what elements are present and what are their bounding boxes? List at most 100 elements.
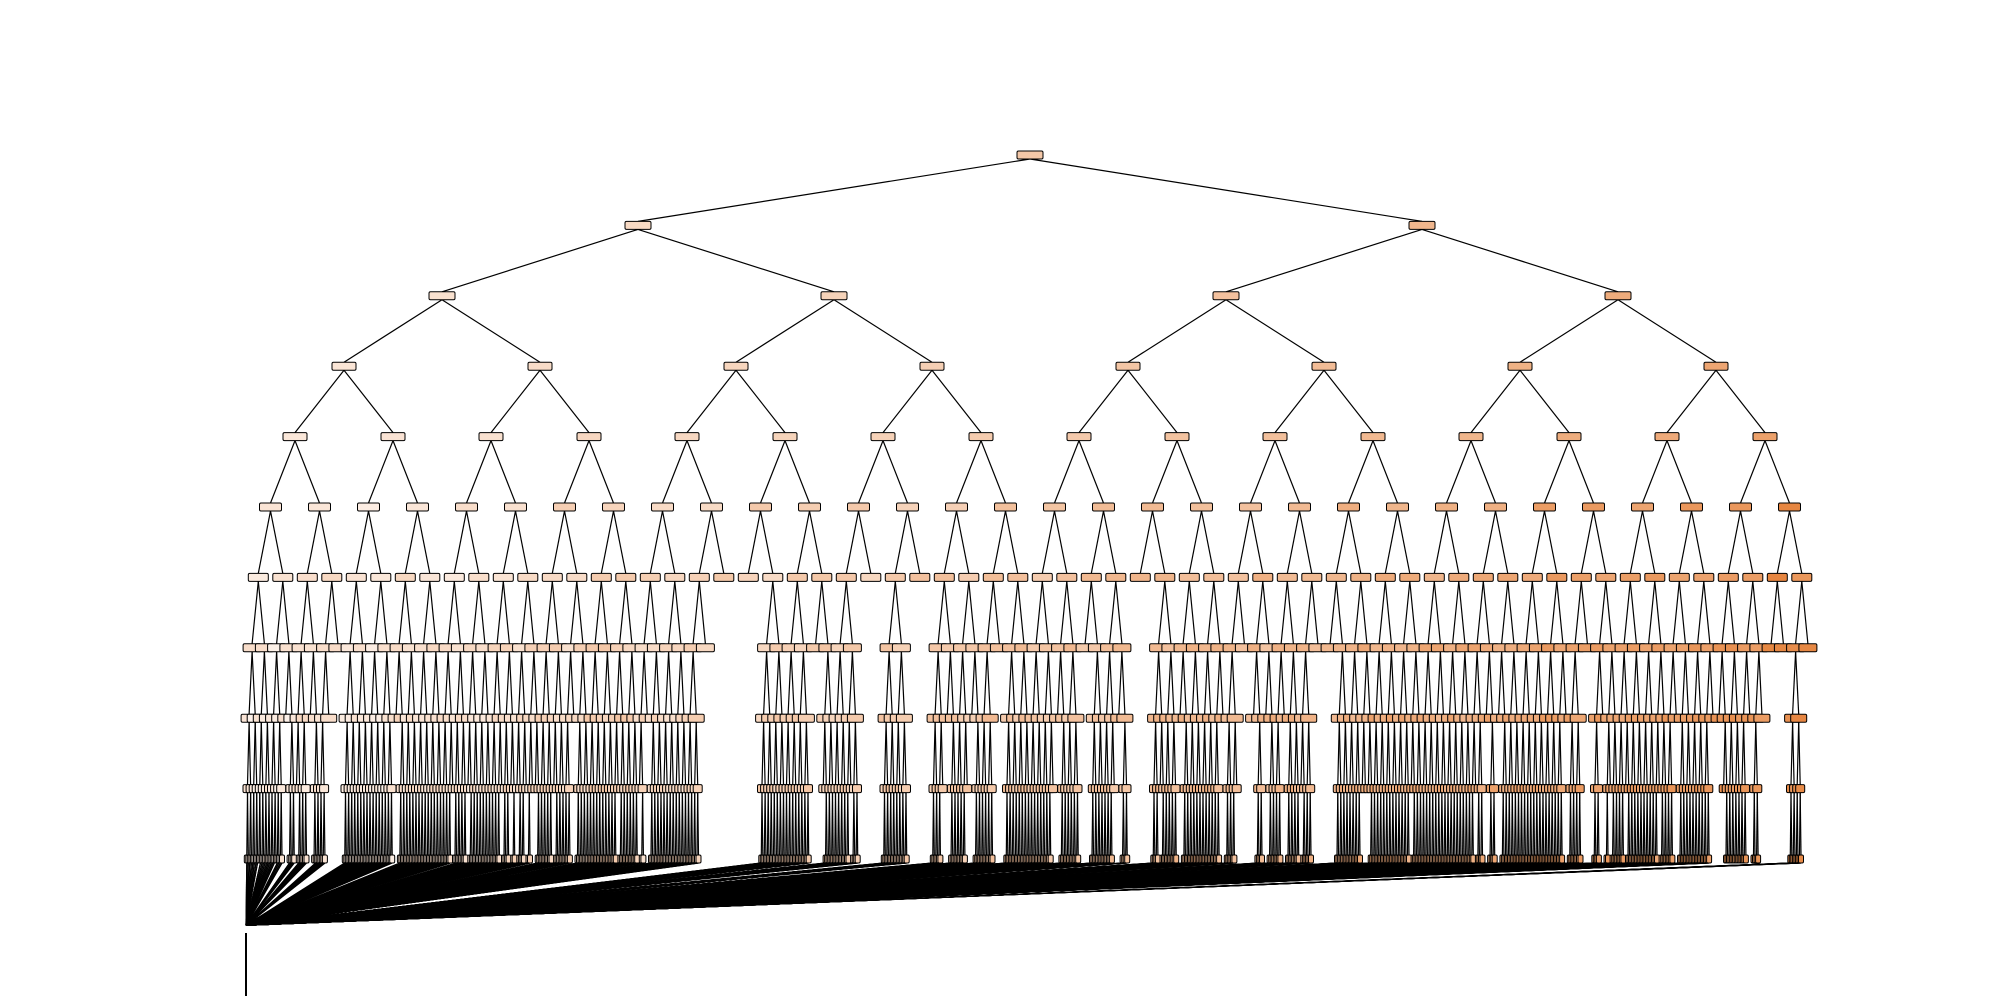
tree-edge	[668, 651, 673, 715]
tree-edge	[1599, 581, 1607, 644]
tree-edge	[1040, 792, 1043, 856]
tree-edge	[1171, 792, 1174, 856]
tree-edge	[1403, 651, 1408, 715]
tree-edge	[245, 862, 283, 926]
tree-edge	[1387, 651, 1392, 715]
tree-edge	[487, 722, 491, 785]
tree-edge	[374, 581, 382, 644]
tree-edge	[1703, 581, 1711, 644]
tree-edge	[542, 722, 546, 785]
tree-edge	[894, 581, 902, 644]
tree-edge	[1770, 581, 1778, 644]
tree-edge	[899, 792, 902, 856]
tree-edge	[1543, 440, 1570, 504]
tree-edge	[513, 792, 516, 856]
tree-edge	[1525, 651, 1530, 715]
tree-edge	[1302, 651, 1307, 715]
tree-edge	[1632, 722, 1636, 785]
tree-edge	[1697, 651, 1702, 715]
tree-edge	[265, 792, 268, 856]
tree-edge	[687, 792, 690, 856]
tree-edge	[1274, 369, 1325, 433]
tree-edge	[1009, 792, 1012, 856]
tree-edge	[983, 651, 988, 715]
tree-edge	[1462, 792, 1465, 856]
tree-edge	[1383, 792, 1386, 856]
tree-edge	[389, 722, 393, 785]
tree-edge	[579, 722, 582, 785]
tree-edge	[1594, 792, 1597, 856]
tree-edge	[449, 792, 451, 856]
tree-edge	[570, 651, 575, 715]
tree-edge	[896, 792, 899, 856]
tree-edge	[355, 581, 363, 644]
tree-edge	[671, 722, 674, 785]
tree-edge	[387, 792, 390, 856]
tree-edge	[959, 651, 964, 715]
tree-edge	[545, 651, 550, 715]
tree-edge	[735, 369, 786, 433]
tree-edge	[821, 581, 829, 644]
tree-edge	[1400, 722, 1403, 785]
tree-edge	[1073, 792, 1076, 856]
tree-edge	[883, 792, 886, 856]
tree-edge	[246, 792, 249, 856]
tree-edge	[1204, 722, 1207, 785]
tree-edge	[1101, 792, 1104, 856]
tree-edge	[1638, 722, 1642, 785]
tree-edge	[1482, 581, 1490, 644]
tree-edge	[1216, 651, 1221, 715]
tree-edge	[655, 651, 660, 715]
tree-edge	[1274, 440, 1301, 504]
tree-edge	[547, 792, 549, 856]
tree-edge	[1727, 510, 1742, 574]
tree-edge	[280, 792, 283, 856]
tree-edge	[360, 792, 363, 856]
tree-edge	[1664, 792, 1667, 856]
tree-edge	[481, 722, 484, 785]
tree-edge	[698, 510, 713, 574]
tree-edge	[1553, 722, 1556, 785]
tree-edge	[763, 651, 768, 715]
tree-edge	[1191, 651, 1196, 715]
tree-edge	[1185, 722, 1189, 785]
tree-edge	[1470, 440, 1497, 504]
tree-edge	[1637, 792, 1640, 856]
tree-edge	[612, 510, 627, 574]
tree-edge	[1305, 651, 1310, 715]
tree-edge	[1648, 651, 1653, 715]
tree-edge	[1017, 581, 1025, 644]
tree-edge	[491, 792, 494, 856]
tree-edge	[931, 369, 982, 433]
tree-edge	[939, 792, 941, 856]
tree-edge	[424, 792, 427, 856]
tree-edge	[767, 792, 770, 856]
tree-edge	[282, 581, 290, 644]
tree-edge	[560, 722, 564, 785]
tree-edge	[747, 510, 762, 574]
tree-edge	[1706, 722, 1709, 785]
tree-edge	[978, 792, 981, 856]
tree-edge	[1427, 651, 1432, 715]
tree-node	[259, 502, 282, 512]
tree-edge	[1004, 510, 1019, 574]
tree-edge	[1504, 722, 1507, 785]
tree-edge	[1436, 651, 1441, 715]
tree-edge	[1640, 792, 1643, 856]
tree-edge	[1452, 581, 1460, 644]
tree-edge	[1444, 792, 1447, 856]
tree-edge	[1067, 792, 1070, 856]
tree-edge	[416, 510, 431, 574]
tree-edge	[839, 581, 847, 644]
tree-edge	[1231, 651, 1236, 715]
tree-edge	[1667, 792, 1670, 856]
tree-edge	[1395, 792, 1398, 856]
tree-edge	[631, 651, 636, 715]
tree-edge	[1580, 581, 1588, 644]
tree-edge	[824, 722, 827, 785]
tree-edge	[1069, 651, 1074, 715]
tree-edge	[1795, 581, 1803, 644]
tree-edge	[1090, 581, 1098, 644]
tree-edge	[442, 792, 445, 856]
tree-edge	[965, 722, 968, 785]
